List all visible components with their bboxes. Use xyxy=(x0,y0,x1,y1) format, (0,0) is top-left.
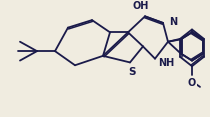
Text: N: N xyxy=(169,17,177,27)
Text: S: S xyxy=(128,67,136,77)
Text: NH: NH xyxy=(158,58,174,68)
Text: OH: OH xyxy=(133,1,149,11)
Text: O: O xyxy=(188,78,196,88)
